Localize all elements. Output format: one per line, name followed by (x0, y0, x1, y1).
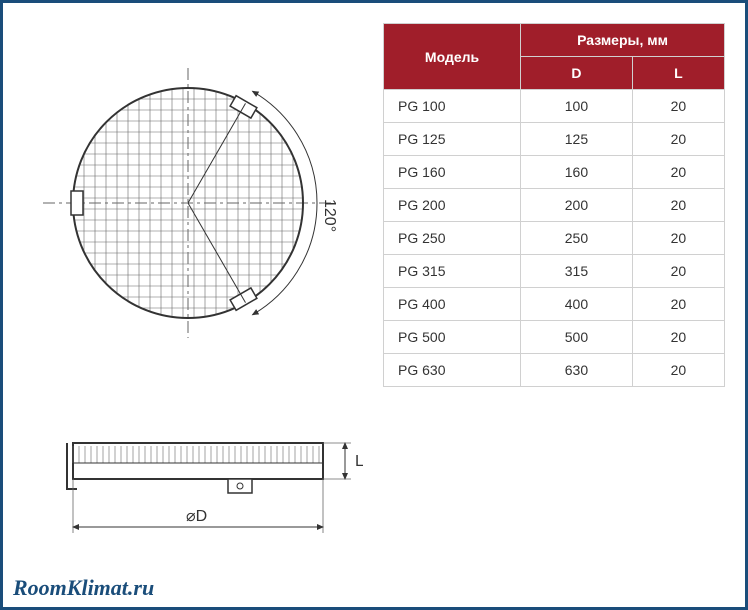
table-area: Модель Размеры, мм D L PG 10010020PG 125… (363, 23, 725, 587)
cell-model: PG 160 (384, 156, 521, 189)
cell-d: 125 (521, 123, 633, 156)
cell-model: PG 250 (384, 222, 521, 255)
cell-model: PG 315 (384, 255, 521, 288)
cell-d: 160 (521, 156, 633, 189)
cell-l: 20 (632, 189, 724, 222)
cell-d: 200 (521, 189, 633, 222)
table-row: PG 50050020 (384, 321, 725, 354)
cell-l: 20 (632, 156, 724, 189)
cell-l: 20 (632, 288, 724, 321)
diagram-area: 120° L ⌀D (23, 23, 363, 587)
table-row: PG 20020020 (384, 189, 725, 222)
cell-model: PG 630 (384, 354, 521, 387)
cell-d: 315 (521, 255, 633, 288)
col-model: Модель (384, 24, 521, 90)
content: 120° L ⌀D Модель Размеры, мм D L PG 100100… (3, 3, 745, 607)
table-row: PG 16016020 (384, 156, 725, 189)
cell-l: 20 (632, 321, 724, 354)
cell-model: PG 400 (384, 288, 521, 321)
svg-text:⌀D: ⌀D (186, 508, 207, 525)
cell-d: 400 (521, 288, 633, 321)
table-row: PG 31531520 (384, 255, 725, 288)
watermark: RoomKlimat.ru (13, 575, 154, 601)
table-row: PG 63063020 (384, 354, 725, 387)
col-dims: Размеры, мм (521, 24, 725, 57)
cell-model: PG 100 (384, 90, 521, 123)
page-frame: 120° L ⌀D Модель Размеры, мм D L PG 100100… (0, 0, 748, 610)
col-d: D (521, 57, 633, 90)
cell-l: 20 (632, 123, 724, 156)
cell-model: PG 200 (384, 189, 521, 222)
cell-l: 20 (632, 255, 724, 288)
cell-l: 20 (632, 90, 724, 123)
cell-model: PG 125 (384, 123, 521, 156)
col-l: L (632, 57, 724, 90)
cell-d: 500 (521, 321, 633, 354)
table-body: PG 10010020PG 12512520PG 16016020PG 2002… (384, 90, 725, 387)
diagram-svg: 120° L ⌀D (23, 23, 363, 583)
table-row: PG 12512520 (384, 123, 725, 156)
table-row: PG 25025020 (384, 222, 725, 255)
svg-text:L: L (355, 453, 363, 470)
cell-d: 250 (521, 222, 633, 255)
cell-l: 20 (632, 354, 724, 387)
cell-l: 20 (632, 222, 724, 255)
cell-d: 630 (521, 354, 633, 387)
cell-d: 100 (521, 90, 633, 123)
svg-text:120°: 120° (321, 199, 338, 232)
table-row: PG 10010020 (384, 90, 725, 123)
cell-model: PG 500 (384, 321, 521, 354)
table-row: PG 40040020 (384, 288, 725, 321)
dimensions-table: Модель Размеры, мм D L PG 10010020PG 125… (383, 23, 725, 387)
